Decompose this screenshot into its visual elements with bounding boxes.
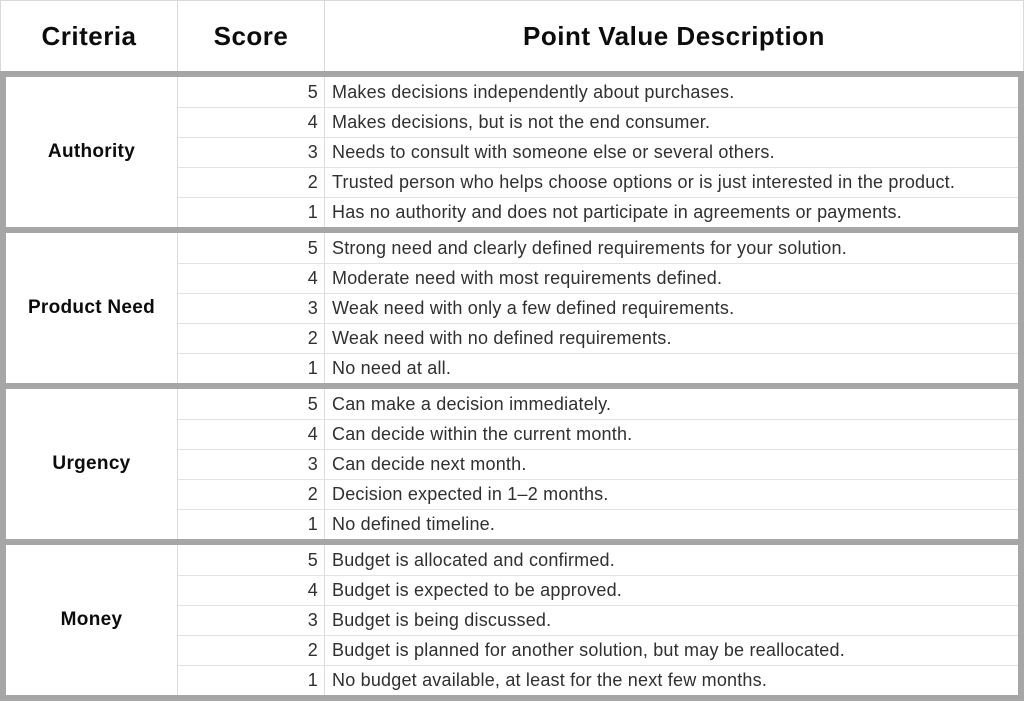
column-header-description: Point Value Description: [523, 20, 825, 51]
score-cell: 1: [178, 354, 325, 383]
criteria-label: Product Need: [27, 297, 156, 318]
score-cell: 1: [178, 198, 325, 227]
description-cell: Budget is allocated and confirmed.: [332, 549, 615, 570]
section-urgency: Urgency 5 Can make a decision immediatel…: [0, 389, 1024, 545]
description-cell: Makes decisions independently about purc…: [332, 81, 735, 102]
description-cell: Can decide within the current month.: [332, 423, 633, 444]
description-cell: Weak need with no defined requirements.: [332, 327, 672, 348]
description-cell: Budget is being discussed.: [332, 609, 552, 630]
description-cell: No budget available, at least for the ne…: [332, 669, 768, 690]
column-header-score: Score: [178, 1, 325, 71]
table-row: 3 Needs to consult with someone else or …: [178, 137, 1018, 167]
table-row: 5 Strong need and clearly defined requir…: [178, 233, 1018, 263]
table-row: 5 Makes decisions independently about pu…: [178, 77, 1018, 107]
description-cell: Trusted person who helps choose options …: [332, 171, 956, 192]
table-row: 4 Can decide within the current month.: [178, 419, 1018, 449]
table-row: 2 Decision expected in 1–2 months.: [178, 479, 1018, 509]
score-cell: 3: [178, 606, 325, 635]
table-row: 4 Makes decisions, but is not the end co…: [178, 107, 1018, 137]
description-cell: Budget is expected to be approved.: [332, 579, 623, 600]
table-row: 3 Can decide next month.: [178, 449, 1018, 479]
table-row: 1 No budget available, at least for the …: [178, 665, 1018, 695]
score-cell: 1: [178, 666, 325, 695]
criteria-cell: Urgency: [6, 389, 178, 539]
section-product-need: Product Need 5 Strong need and clearly d…: [0, 233, 1024, 389]
score-cell: 5: [178, 233, 325, 263]
score-cell: 3: [178, 450, 325, 479]
column-header-criteria: Criteria: [1, 1, 178, 71]
score-rows: 5 Makes decisions independently about pu…: [178, 77, 1018, 227]
description-cell: No defined timeline.: [332, 513, 496, 534]
score-cell: 4: [178, 420, 325, 449]
table-row: 4 Budget is expected to be approved.: [178, 575, 1018, 605]
description-cell: Moderate need with most requirements def…: [332, 267, 723, 288]
criteria-cell: Product Need: [6, 233, 178, 383]
score-cell: 4: [178, 576, 325, 605]
score-cell: 4: [178, 264, 325, 293]
score-cell: 2: [178, 168, 325, 197]
table-header-row: Criteria Score Point Value Description: [0, 0, 1024, 71]
description-cell: No need at all.: [332, 357, 452, 378]
table-row: 4 Moderate need with most requirements d…: [178, 263, 1018, 293]
table-row: 5 Can make a decision immediately.: [178, 389, 1018, 419]
score-cell: 2: [178, 636, 325, 665]
criteria-label: Urgency: [52, 453, 131, 474]
description-cell: Strong need and clearly defined requirem…: [332, 237, 847, 258]
description-cell: Can make a decision immediately.: [332, 393, 612, 414]
description-cell: Weak need with only a few defined requir…: [332, 297, 735, 318]
score-rows: 5 Can make a decision immediately. 4 Can…: [178, 389, 1018, 539]
table-row: 2 Trusted person who helps choose option…: [178, 167, 1018, 197]
section-authority: Authority 5 Makes decisions independentl…: [0, 71, 1024, 233]
score-cell: 3: [178, 138, 325, 167]
criteria-cell: Money: [6, 545, 178, 695]
table-row: 3 Weak need with only a few defined requ…: [178, 293, 1018, 323]
criteria-label: Authority: [47, 141, 136, 162]
table-row: 2 Budget is planned for another solution…: [178, 635, 1018, 665]
score-cell: 1: [178, 510, 325, 539]
description-cell: Needs to consult with someone else or se…: [332, 141, 775, 162]
score-cell: 5: [178, 545, 325, 575]
criteria-cell: Authority: [6, 77, 178, 227]
description-cell: Makes decisions, but is not the end cons…: [332, 111, 711, 132]
description-cell: Budget is planned for another solution, …: [332, 639, 845, 660]
score-rows: 5 Budget is allocated and confirmed. 4 B…: [178, 545, 1018, 695]
table-row: 3 Budget is being discussed.: [178, 605, 1018, 635]
table-row: 1 No defined timeline.: [178, 509, 1018, 539]
score-cell: 5: [178, 389, 325, 419]
score-cell: 4: [178, 108, 325, 137]
criteria-label: Money: [60, 609, 123, 630]
score-cell: 2: [178, 324, 325, 353]
score-cell: 3: [178, 294, 325, 323]
table-row: 1 No need at all.: [178, 353, 1018, 383]
description-cell: Can decide next month.: [332, 453, 527, 474]
description-cell: Decision expected in 1–2 months.: [332, 483, 609, 504]
table-row: 1 Has no authority and does not particip…: [178, 197, 1018, 227]
table-row: 5 Budget is allocated and confirmed.: [178, 545, 1018, 575]
section-money: Money 5 Budget is allocated and confirme…: [0, 545, 1024, 701]
description-cell: Has no authority and does not participat…: [332, 201, 902, 222]
score-cell: 5: [178, 77, 325, 107]
score-cell: 2: [178, 480, 325, 509]
table-row: 2 Weak need with no defined requirements…: [178, 323, 1018, 353]
score-rows: 5 Strong need and clearly defined requir…: [178, 233, 1018, 383]
